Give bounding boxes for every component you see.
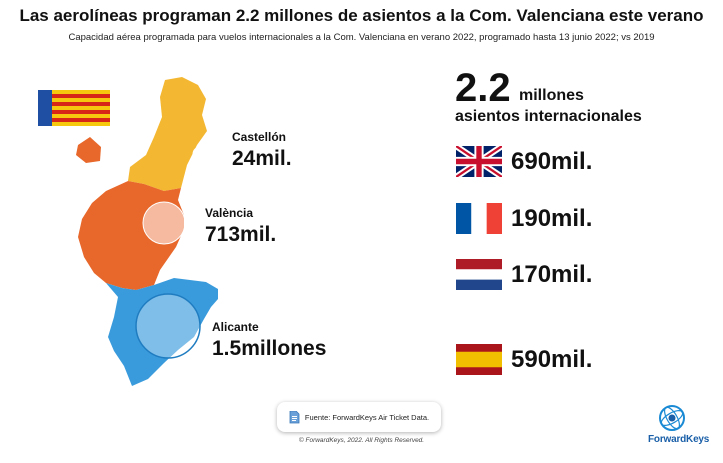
valencian-flag-icon [38, 90, 110, 126]
spain-value: 590mil. [511, 346, 593, 373]
valencia-highlight [142, 201, 186, 245]
region-map [76, 77, 218, 386]
valencia-value: 713mil. [205, 223, 277, 246]
total-label: asientos internacionales [455, 108, 642, 125]
rincon-de-ademuz [76, 137, 101, 163]
castellon-label: Castellón [232, 130, 287, 144]
copyright-text: © ForwardKeys, 2022. All Rights Reserved… [298, 437, 425, 444]
netherlands-value: 170mil. [511, 261, 593, 288]
total-number: 2.2 [455, 66, 511, 110]
alicante-region [106, 278, 218, 386]
castellon-region [128, 77, 207, 191]
forwardkeys-logo-icon [659, 405, 685, 431]
forwardkeys-logo-text: ForwardKeys [648, 434, 710, 445]
uk-value: 690mil. [511, 148, 593, 175]
valencia-label: València [205, 206, 254, 220]
uk-flag-icon [456, 146, 502, 177]
france-value: 190mil. [511, 205, 593, 232]
alicante-highlight [135, 293, 201, 359]
france-flag-icon [456, 203, 502, 234]
source-text: Fuente: ForwardKeys Air Ticket Data. [304, 412, 430, 422]
spain-flag-icon [456, 344, 502, 375]
alicante-label: Alicante [212, 320, 259, 334]
netherlands-flag-icon [456, 259, 502, 290]
castellon-highlight [192, 146, 208, 162]
page-title: Las aerolíneas programan 2.2 millones de… [19, 6, 704, 25]
castellon-value: 24mil. [232, 147, 292, 170]
page-subtitle: Capacidad aérea programada para vuelos i… [68, 32, 655, 43]
alicante-value: 1.5millones [212, 337, 327, 360]
document-icon [289, 410, 300, 423]
total-unit: millones [519, 87, 584, 104]
source-box: Fuente: ForwardKeys Air Ticket Data. [277, 402, 441, 432]
